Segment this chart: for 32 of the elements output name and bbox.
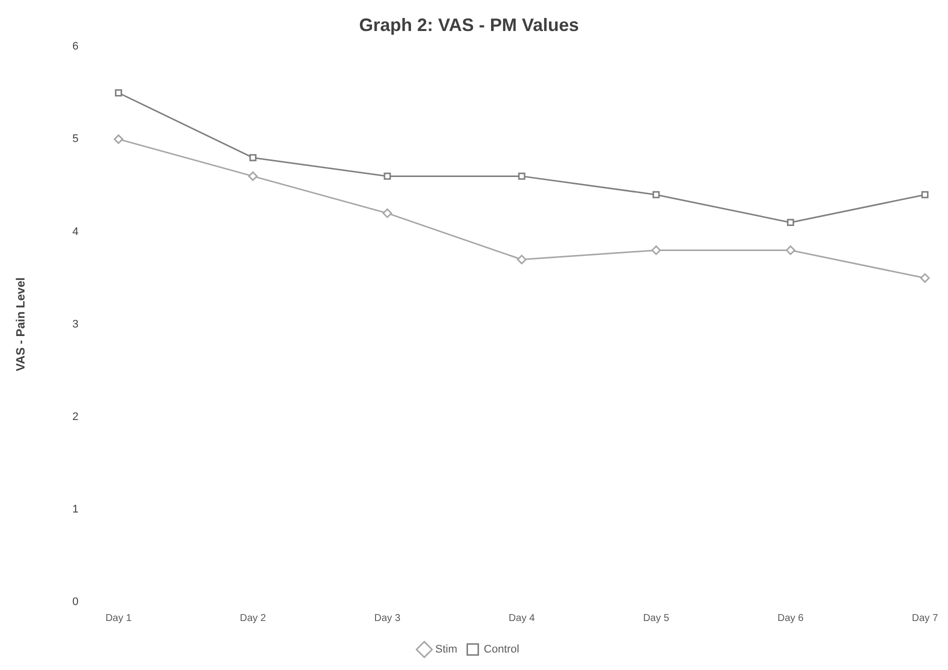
point — [518, 172, 526, 180]
y-tick-label: 4 — [72, 226, 79, 238]
x-tick-label: Day 7 — [912, 612, 938, 624]
point — [382, 208, 392, 218]
legend-label: Stim — [435, 644, 458, 656]
y-tick-label: 6 — [72, 40, 79, 53]
point — [114, 89, 122, 96]
point — [786, 218, 794, 226]
point — [652, 191, 660, 198]
y-tick-label: 3 — [72, 318, 79, 330]
chart-title: Graph 2: VAS - PM Values — [359, 14, 579, 35]
x-tick-label: Day 6 — [777, 612, 804, 624]
point — [249, 154, 256, 162]
point — [921, 191, 929, 198]
point — [384, 172, 391, 180]
x-tick-label: Day 5 — [643, 612, 670, 624]
y-tick-label: 5 — [72, 133, 79, 146]
y-tick-label: 0 — [72, 596, 79, 608]
x-tick-label: Day 1 — [105, 612, 132, 624]
x-tick-label: Day 3 — [374, 612, 401, 624]
y-axis-title: VAS - Pain Level — [14, 277, 28, 372]
x-tick-label: Day 2 — [240, 612, 266, 624]
point — [786, 245, 796, 255]
point — [651, 245, 661, 255]
point — [114, 134, 124, 144]
point — [516, 254, 526, 264]
y-tick-label: 1 — [72, 503, 79, 516]
point — [920, 273, 930, 283]
x-tick-label: Day 4 — [508, 612, 536, 624]
point — [248, 171, 258, 181]
y-tick-label: 2 — [72, 410, 79, 423]
legend-label: Control — [484, 644, 520, 656]
